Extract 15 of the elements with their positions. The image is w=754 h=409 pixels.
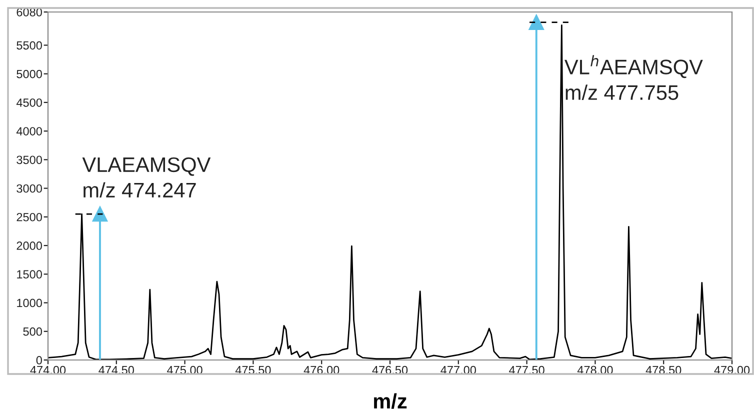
x-axis-title: m/z <box>374 393 407 409</box>
y-tick-label: 0 <box>36 356 42 364</box>
y-tick-label: 2000 <box>16 242 42 250</box>
y-tick-label: 3500 <box>16 156 42 164</box>
y-tick-label: 5000 <box>16 70 42 78</box>
y-tick-label: 1000 <box>17 298 42 308</box>
y-tick-label: 4000 <box>16 127 42 136</box>
y-tick-label: 2500 <box>16 212 42 222</box>
y-tick-label: 4500 <box>16 98 42 107</box>
y-tick-label: 500 <box>23 327 42 336</box>
annotation: VLAEAMSQV m/z 474.247 <box>82 157 211 198</box>
y-tick-label: 3000 <box>16 184 42 193</box>
annotation: VL$^{h}$AEAMSQV m/z 477.755 <box>564 55 703 100</box>
y-tick-label: 1500 <box>17 270 42 279</box>
y-tick-label: 5500 <box>16 41 42 50</box>
